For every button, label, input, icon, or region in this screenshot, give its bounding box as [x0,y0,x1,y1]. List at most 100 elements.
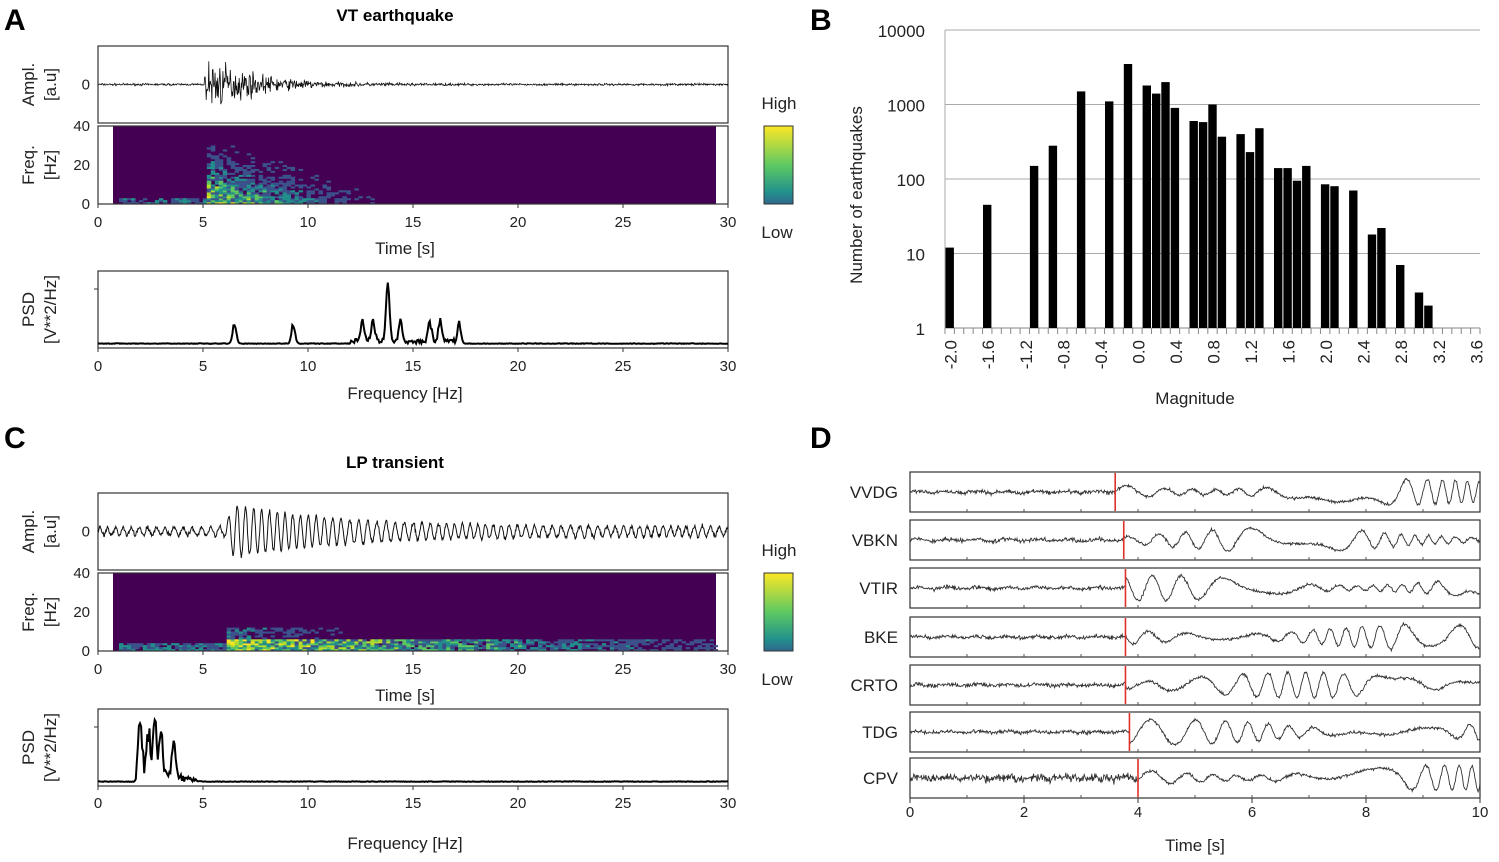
spectrogram-cell [462,645,467,648]
spectrogram-cell [470,645,475,648]
spectrogram-cell [470,647,475,650]
spectrogram-cell [354,641,359,644]
spectrogram-cell [234,178,240,181]
spectrogram-cell [298,184,304,187]
spectrogram-cell [394,643,399,646]
spectrogram-cell [254,631,260,634]
spectrogram-cell [330,641,335,644]
spectrogram-cell [430,639,435,642]
spectrogram-cell [162,200,168,203]
spectrogram-cell [270,196,276,199]
spectrogram-cell [214,166,220,169]
spectrogram-cell [214,157,220,160]
x-tick-label: -0.8 [1054,340,1073,369]
spectrogram-cell [146,202,152,205]
spectrogram-cell [242,194,248,197]
spectrogram-cell [246,194,252,197]
spectrogram-cell [250,198,256,201]
spectrogram-cell [154,647,160,650]
spectrogram-cell [170,198,176,201]
spectrogram-cell [613,645,619,648]
spectrogram-cell [557,641,563,644]
spectrogram-cell [442,647,447,650]
spectrogram-cell [318,647,323,650]
spectrogram-cell [538,649,543,652]
spectrogram-cell [362,647,367,650]
spectrogram-cell [306,645,311,648]
spectrogram-cell [258,639,264,642]
spectrogram-cell [258,645,264,648]
spectrogram-cell [250,174,256,177]
spectrogram-cell [170,643,176,646]
spectrogram-cell [246,198,252,201]
spectrogram-cell [302,629,307,632]
spectrogram-cell [446,649,451,652]
station-trace-frame [909,664,1481,706]
spectrogram-cell [350,641,355,644]
spectrogram-cell [514,639,519,642]
spectrogram-cell [234,168,240,171]
x-tick-label: 15 [405,661,422,678]
spectrogram-cell [549,647,555,650]
spectrogram-cell [342,202,347,205]
spectrogram-cell [206,202,212,205]
colorbar-high-label: High [762,541,797,560]
spectrogram-cell [270,639,276,642]
spectrogram-cell [454,641,459,644]
spectrogram-cell [230,192,236,195]
spectrogram-cell [146,647,152,650]
spectrogram-cell [258,188,264,191]
spectrogram-cell [314,198,319,201]
spectrogram-cell [514,643,519,646]
spectrogram-cell [410,645,415,648]
spectrogram-cell [182,198,188,201]
spectrogram-cell [258,629,264,632]
spectrogram-cell [665,639,671,642]
spectrogram-cell [278,161,284,164]
spectrogram-cell [350,647,355,650]
spectrogram-cell [242,631,248,634]
spectrogram-cell [258,178,264,181]
spectrogram-cell [190,198,196,201]
spectrogram-cell [378,645,383,648]
spectrogram-cell [290,639,296,642]
spectrogram-cell [677,639,683,642]
spectrogram-cell [358,649,363,652]
spectrogram-cell [242,641,248,644]
spectrogram-cell [194,202,200,205]
spectrogram-cell [226,186,232,189]
spectrogram-cell [414,639,419,642]
spectrogram-cell [561,645,567,648]
spectrogram-cell [637,639,643,642]
spectrogram-cell [123,200,128,203]
spectrogram-cell [394,649,399,652]
spectrogram-cell [294,627,300,630]
spectrogram-cell [318,192,323,195]
spectrogram-cell [518,647,523,650]
x-tick-label: 0 [94,795,102,812]
spectrogram-cell [286,629,292,632]
spectrogram-cell [538,643,543,646]
spectrogram-cell [306,643,311,646]
spectrogram-cell [418,643,423,646]
spectrogram-cell [274,627,280,630]
spectrogram-cell [290,190,296,193]
spectrogram-cell [230,176,236,179]
spectrogram-cell [123,647,128,650]
x-axis-label: Time [s] [1165,836,1225,855]
spectrogram-cell [218,168,224,171]
spectrogram-cell [266,176,272,179]
spectrogram-cell [314,637,319,640]
spectrogram-cell [290,647,296,650]
spectrogram-cell [549,643,555,646]
spectrogram-cell [681,641,687,644]
spectrogram-cell [234,627,240,630]
spectrogram-cell [709,647,714,650]
spectrogram-cell [270,182,276,185]
spectrogram-cell [230,198,236,201]
spectrogram-cell [494,647,499,650]
spectrogram-cell [250,192,256,195]
spectrogram-cell [290,186,296,189]
x-axis-label: Time [s] [375,686,435,705]
spectrogram-cell [274,649,280,652]
